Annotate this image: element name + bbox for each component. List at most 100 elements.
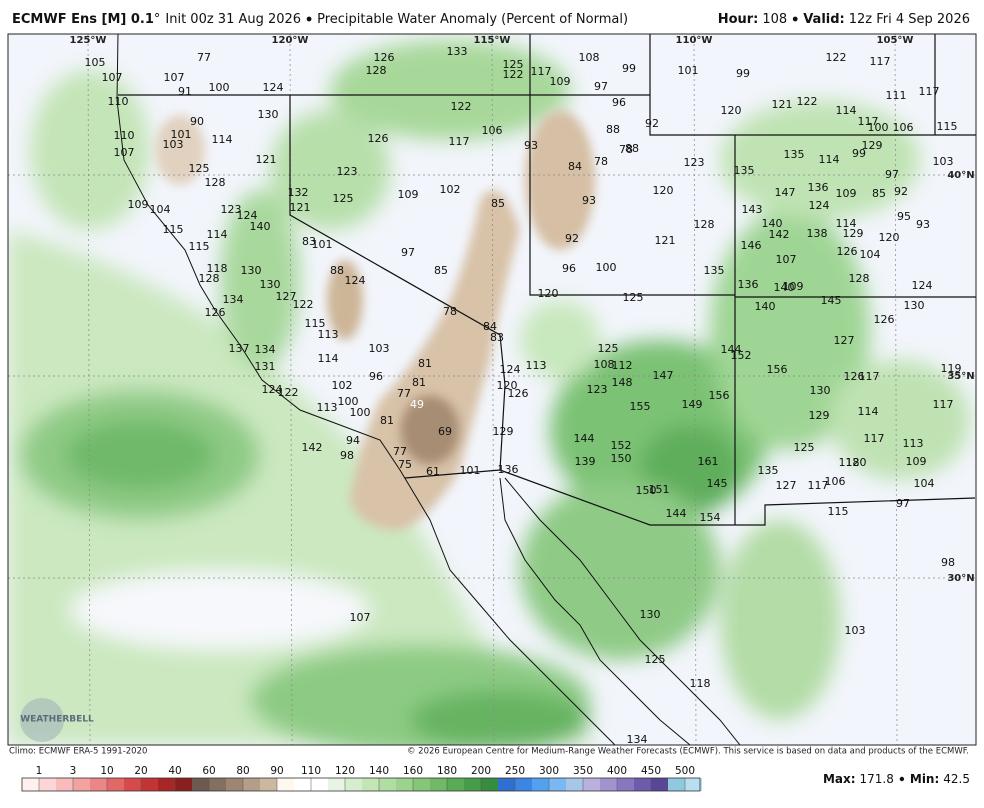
- separator: [306, 16, 312, 22]
- station-value: 119: [941, 362, 962, 375]
- station-value: 126: [368, 132, 389, 145]
- station-value: 126: [374, 51, 395, 64]
- station-value: 77: [397, 387, 411, 400]
- colorbar-cell: [277, 778, 294, 791]
- station-value: 85: [434, 264, 448, 277]
- colorbar-cell: [158, 778, 175, 791]
- station-value: 140: [250, 220, 271, 233]
- separator: [899, 776, 905, 782]
- station-value: 117: [449, 135, 470, 148]
- max-value: 171.8: [860, 772, 894, 786]
- colorbar-cell: [481, 778, 498, 791]
- station-value: 97: [594, 80, 608, 93]
- station-value: 135: [734, 164, 755, 177]
- colorbar-cell: [617, 778, 634, 791]
- colorbar-cell: [464, 778, 481, 791]
- colorbar-label: 160: [403, 765, 423, 777]
- station-value: 103: [369, 342, 390, 355]
- station-value: 144: [666, 507, 687, 520]
- colorbar: 1 3 10 20 40 60 80 90 110 120 140 160 180 200 250 300 35…: [22, 765, 702, 791]
- station-value: 100: [350, 406, 371, 419]
- station-value: 101: [460, 464, 481, 477]
- station-value: 124: [263, 81, 284, 94]
- station-value: 150: [611, 452, 632, 465]
- station-value: 129: [493, 425, 514, 438]
- station-value: 126: [844, 370, 865, 383]
- station-value: 128: [849, 272, 870, 285]
- station-value: 99: [622, 62, 636, 75]
- station-value: 117: [864, 432, 885, 445]
- hour-label: Hour:: [718, 12, 759, 27]
- station-value: 81: [418, 357, 432, 370]
- station-value: 134: [223, 293, 244, 306]
- station-value: 115: [828, 505, 849, 518]
- init: Init 00z 31 Aug 2026: [165, 12, 301, 27]
- colorbar-label: 300: [539, 765, 559, 777]
- station-value: 140: [774, 281, 795, 294]
- station-value: 147: [775, 186, 796, 199]
- station-value: 149: [682, 398, 703, 411]
- station-value: 128: [205, 176, 226, 189]
- hour: 108: [762, 12, 787, 27]
- station-value: 117: [933, 398, 954, 411]
- station-value: 114: [212, 133, 233, 146]
- station-value: 103: [933, 155, 954, 168]
- station-value: 120: [538, 287, 559, 300]
- station-value: 109: [836, 187, 857, 200]
- station-value: 135: [784, 148, 805, 161]
- station-value: 91: [178, 85, 192, 98]
- station-value: 113: [526, 359, 547, 372]
- station-value: 127: [776, 479, 797, 492]
- station-value: 134: [255, 343, 276, 356]
- station-value: 124: [262, 383, 283, 396]
- station-value: 106: [482, 124, 503, 137]
- station-value: 96: [369, 370, 383, 383]
- colorbar-cell: [175, 778, 192, 791]
- station-value: 126: [874, 313, 895, 326]
- colorbar-label: 40: [168, 765, 181, 777]
- coastline: [499, 477, 691, 745]
- station-value: 107: [776, 253, 797, 266]
- station-value: 142: [769, 228, 790, 241]
- geo-label: 120°W: [272, 35, 309, 46]
- station-value: 117: [531, 65, 552, 78]
- station-value: 117: [808, 479, 829, 492]
- colorbar-label: 500: [675, 765, 695, 777]
- station-value: 130: [260, 278, 281, 291]
- station-value: 78: [594, 155, 608, 168]
- station-value: 99: [736, 67, 750, 80]
- colorbar-label: 90: [270, 765, 283, 777]
- valid-label: Valid:: [803, 12, 845, 27]
- station-value: 130: [258, 108, 279, 121]
- colorbar-label: 140: [369, 765, 389, 777]
- station-value: 101: [678, 64, 699, 77]
- station-value: 117: [919, 85, 940, 98]
- station-value: 83: [490, 331, 504, 344]
- station-value: 148: [612, 376, 633, 389]
- colorbar-label: 80: [236, 765, 249, 777]
- header-right: Hour: 108 Valid: 12z Fri 4 Sep 2026: [718, 12, 970, 27]
- station-value: 135: [758, 464, 779, 477]
- logo: WEATHERBELL: [20, 715, 94, 725]
- colorbar-cell: [192, 778, 209, 791]
- station-value: 140: [762, 217, 783, 230]
- station-value: 114: [836, 217, 857, 230]
- station-value: 114: [836, 104, 857, 117]
- station-value: 127: [276, 290, 297, 303]
- station-value: 114: [318, 352, 339, 365]
- station-value: 130: [810, 384, 831, 397]
- station-value: 101: [171, 128, 192, 141]
- coastline: [504, 477, 741, 745]
- station-value: 135: [704, 264, 725, 277]
- station-value: 124: [345, 274, 366, 287]
- station-value: 145: [821, 294, 842, 307]
- station-value: 100: [338, 395, 359, 408]
- colorbar-label: 200: [471, 765, 491, 777]
- station-value: 113: [903, 437, 924, 450]
- station-value: 123: [221, 203, 242, 216]
- station-value: 92: [894, 185, 908, 198]
- station-value: 100: [596, 261, 617, 274]
- colorbar-cell: [56, 778, 73, 791]
- copyright: © 2026 European Centre for Medium-Range …: [407, 747, 969, 757]
